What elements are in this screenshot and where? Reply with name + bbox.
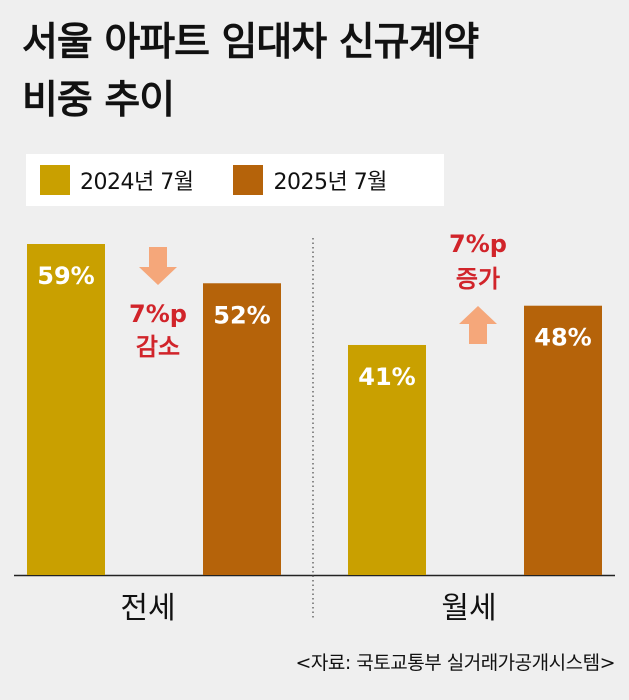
legend: 2024년 7월 2025년 7월 bbox=[26, 154, 444, 206]
legend-item-series-2: 2025년 7월 bbox=[233, 164, 387, 196]
value-label-2-1: 52% bbox=[213, 301, 270, 329]
source-note: <자료: 국토교통부 실거래가공개시스템> bbox=[295, 652, 615, 674]
annotation-increase-label: 증가 bbox=[456, 265, 500, 293]
annotation-increase-value: 7%p bbox=[449, 230, 507, 258]
legend-swatch-series-1 bbox=[40, 165, 70, 195]
bar-1-2 bbox=[348, 344, 426, 575]
annotation-decrease-value: 7%p bbox=[129, 300, 187, 328]
bar-1-1 bbox=[27, 244, 105, 575]
chart-title: 서울 아파트 임대차 신규계약 비중 추이 bbox=[22, 14, 479, 130]
legend-label-series-1: 2024년 7월 bbox=[80, 170, 194, 195]
value-label-1-1: 59% bbox=[37, 262, 94, 290]
value-label-2-2: 48% bbox=[534, 324, 591, 352]
title-line-1: 서울 아파트 임대차 신규계약 bbox=[22, 20, 479, 65]
arrow-down-icon bbox=[139, 247, 177, 285]
title-line-2: 비중 추이 bbox=[22, 78, 175, 123]
value-label-1-2: 41% bbox=[358, 363, 415, 391]
category-label-1: 전세 bbox=[120, 591, 175, 626]
category-label-2: 월세 bbox=[441, 591, 496, 626]
bar-2-2 bbox=[524, 305, 602, 575]
bar-2-1 bbox=[203, 283, 281, 575]
annotation-decrease-label: 감소 bbox=[136, 333, 180, 361]
legend-item-series-1: 2024년 7월 bbox=[40, 164, 194, 196]
legend-label-series-2: 2025년 7월 bbox=[273, 170, 387, 195]
arrow-up-icon bbox=[459, 306, 497, 344]
legend-swatch-series-2 bbox=[233, 165, 264, 195]
